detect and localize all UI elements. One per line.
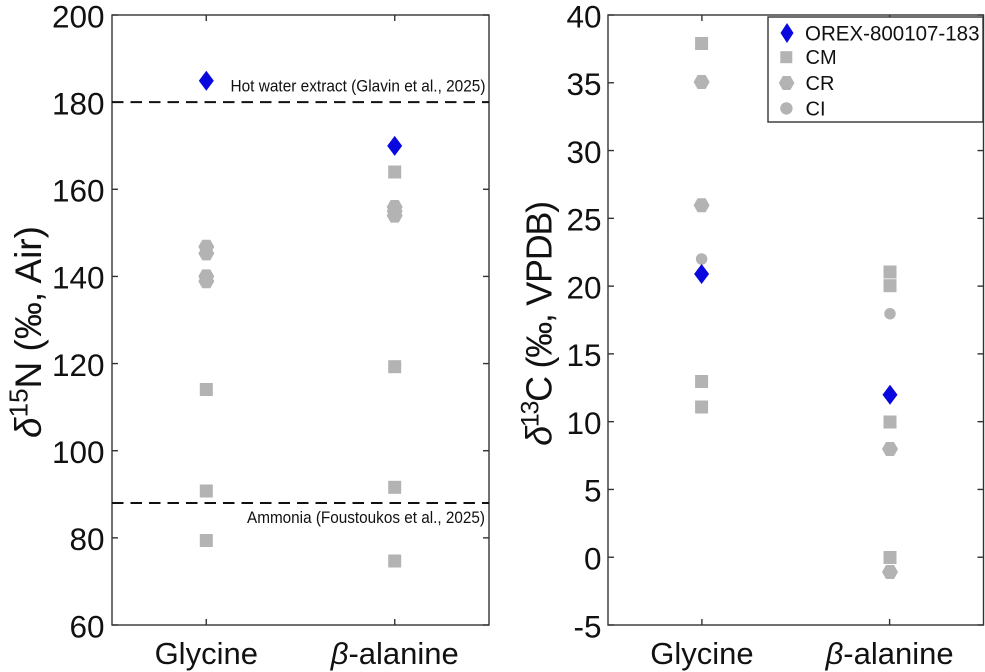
svg-text:10: 10 xyxy=(566,405,601,441)
svg-text:CR: CR xyxy=(806,73,835,95)
svg-text:20: 20 xyxy=(566,269,601,305)
svg-text:100: 100 xyxy=(52,434,105,470)
svg-text:15: 15 xyxy=(566,337,601,373)
svg-text:β-alanine: β-alanine xyxy=(825,636,954,671)
svg-text:CM: CM xyxy=(806,47,837,69)
svg-text:80: 80 xyxy=(69,521,104,557)
svg-text:β-alanine: β-alanine xyxy=(330,636,459,671)
svg-text:120: 120 xyxy=(52,347,105,383)
svg-text:180: 180 xyxy=(52,85,105,121)
svg-text:140: 140 xyxy=(52,260,105,296)
svg-text:-5: -5 xyxy=(573,608,601,644)
svg-text:Glycine: Glycine xyxy=(155,636,258,671)
svg-text:200: 200 xyxy=(52,0,105,34)
svg-text:Glycine: Glycine xyxy=(650,636,753,671)
svg-text:Ammonia (Foustoukos et al., 20: Ammonia (Foustoukos et al., 2025) xyxy=(247,508,485,527)
svg-text:40: 40 xyxy=(566,0,601,34)
svg-text:60: 60 xyxy=(69,608,104,644)
svg-text:5: 5 xyxy=(584,473,602,509)
svg-text:30: 30 xyxy=(566,134,601,170)
svg-text:δ13C (‰, VPDB): δ13C (‰, VPDB) xyxy=(517,202,560,446)
svg-text:35: 35 xyxy=(566,66,601,102)
svg-text:25: 25 xyxy=(566,202,601,238)
svg-text:CI: CI xyxy=(806,98,826,120)
svg-text:160: 160 xyxy=(52,173,105,209)
svg-text:Hot water extract (Glavin et a: Hot water extract (Glavin et al., 2025) xyxy=(231,77,486,96)
svg-text:δ15N (‰, Air): δ15N (‰, Air) xyxy=(4,226,50,438)
svg-text:OREX-800107-183: OREX-800107-183 xyxy=(805,22,980,46)
svg-text:0: 0 xyxy=(584,541,602,577)
